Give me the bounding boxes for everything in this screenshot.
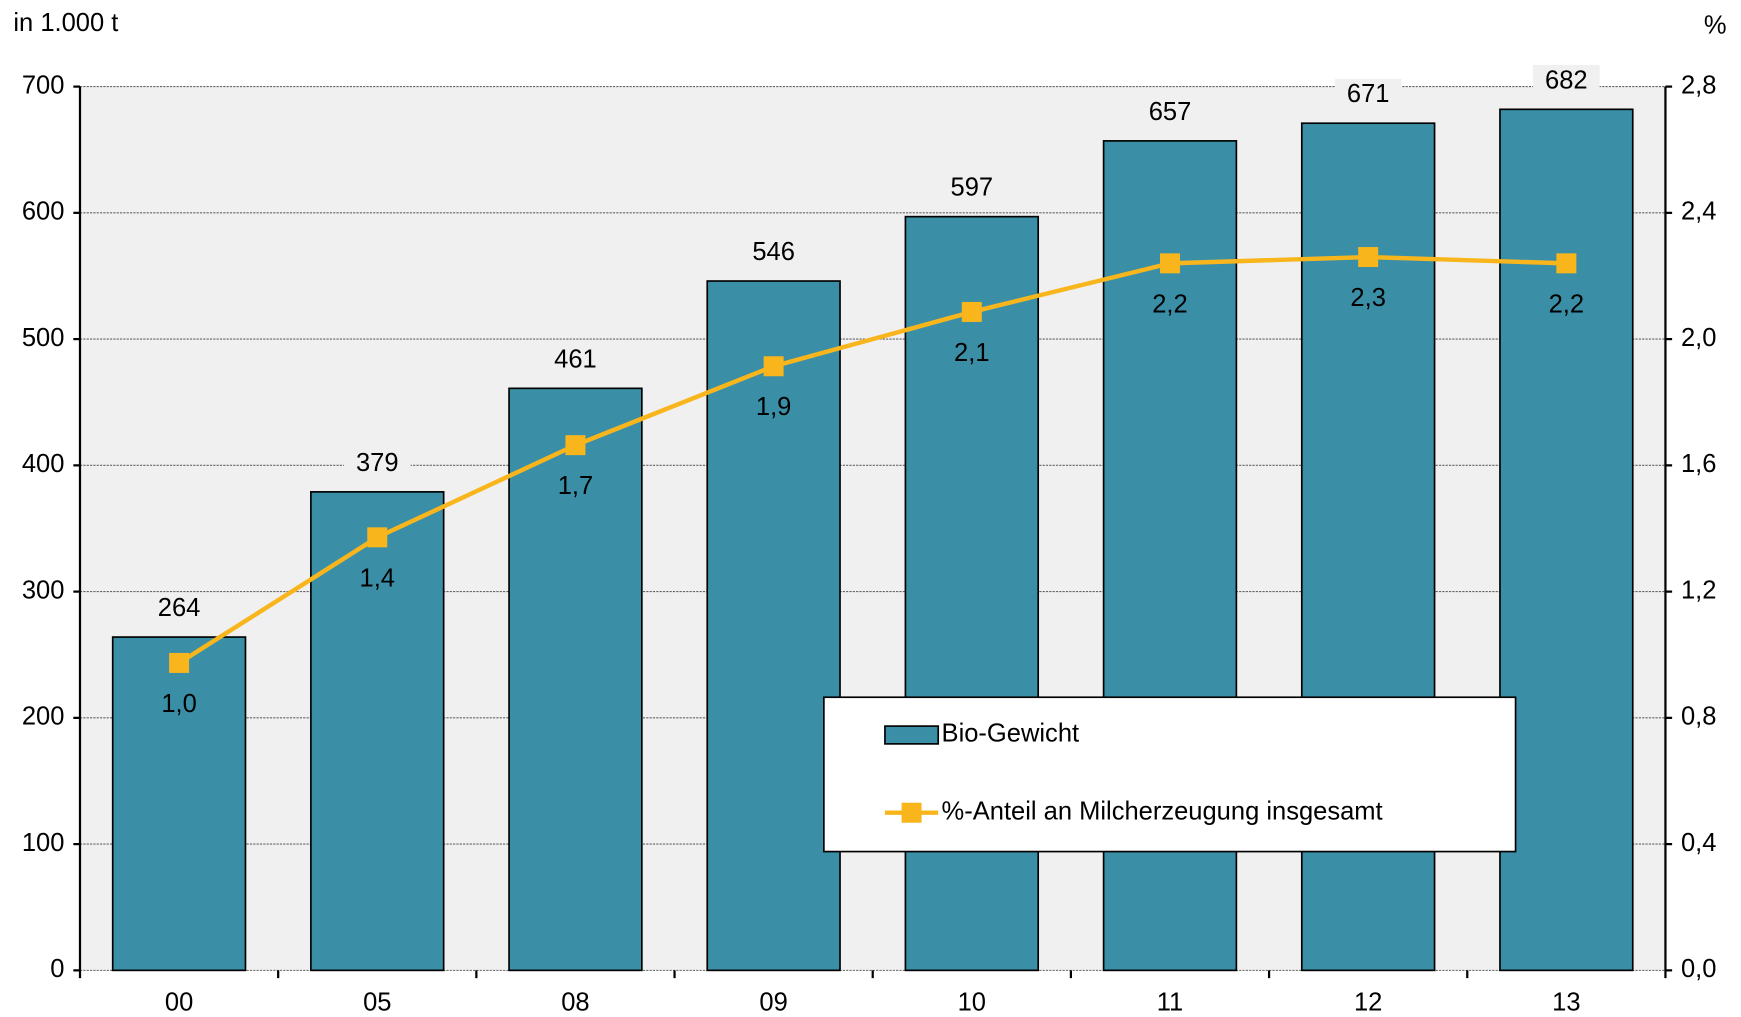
legend <box>823 696 1517 853</box>
y2-tick-label: 2,4 <box>1681 198 1716 226</box>
bar <box>310 491 445 972</box>
y2-axis-label: % <box>1704 11 1727 39</box>
label-bg <box>1533 64 1600 99</box>
legend-label: Bio-Gewicht <box>942 720 1080 748</box>
marker <box>1160 253 1180 274</box>
data-label: 1,9 <box>756 393 791 421</box>
marker <box>1358 247 1379 268</box>
x-tick-label: 09 <box>759 988 787 1016</box>
label-bg <box>1136 96 1204 130</box>
bar <box>111 636 247 972</box>
data-label: 546 <box>752 238 795 266</box>
y-axis-label: in 1.000 t <box>13 9 118 37</box>
data-label: 1,7 <box>558 472 593 500</box>
x-tick-label: 05 <box>363 988 391 1016</box>
y-tick-label: 400 <box>22 450 65 478</box>
marker <box>169 652 190 673</box>
data-label: 2,2 <box>1549 290 1584 318</box>
y-tick-label: 300 <box>22 576 65 604</box>
label-bg <box>740 236 807 270</box>
bar <box>706 280 841 972</box>
bar <box>904 215 1040 972</box>
y2-tick-label: 1,6 <box>1681 450 1716 478</box>
data-label: 2,3 <box>1350 284 1385 312</box>
data-label: 597 <box>951 174 994 202</box>
x-tick-label: 10 <box>958 988 986 1016</box>
x-tick-label: 08 <box>561 988 589 1016</box>
y2-tick-label: 0,8 <box>1681 703 1716 731</box>
marker <box>1556 253 1577 274</box>
legend-swatch <box>884 725 940 745</box>
legend-swatch <box>901 802 922 823</box>
data-label: 1,4 <box>360 564 395 592</box>
data-label: 657 <box>1149 98 1192 126</box>
x-tick-label: 13 <box>1552 988 1580 1016</box>
y2-tick-label: 2,8 <box>1681 71 1716 99</box>
x-tick-label: 12 <box>1354 988 1382 1016</box>
line <box>177 254 1567 665</box>
label-bg <box>1334 78 1402 113</box>
data-label: 671 <box>1347 80 1390 108</box>
marker <box>565 435 586 456</box>
y2-tick-label: 2,0 <box>1681 324 1716 352</box>
bar <box>508 387 643 972</box>
marker <box>961 301 982 322</box>
bar <box>1499 108 1634 972</box>
marker <box>763 356 784 377</box>
data-label: 1,0 <box>161 690 196 718</box>
data-label: 2,1 <box>954 339 989 367</box>
data-label: 682 <box>1545 66 1588 94</box>
data-label: 2,2 <box>1152 290 1187 318</box>
legend-label: %-Anteil an Milcherzeugung insgesamt <box>942 797 1383 825</box>
y2-tick-label: 0,4 <box>1681 829 1716 857</box>
data-label: 264 <box>158 594 201 622</box>
label-bg <box>938 172 1006 206</box>
x-tick-label: 11 <box>1157 988 1184 1016</box>
label-bg <box>542 343 609 378</box>
y-tick-label: 600 <box>22 198 65 226</box>
y-tick-label: 0 <box>50 955 64 983</box>
data-label: 461 <box>554 345 597 373</box>
y-tick-label: 100 <box>22 829 65 857</box>
y-tick-label: 700 <box>22 71 65 99</box>
x-tick-label: 00 <box>165 988 193 1016</box>
label-bg <box>145 592 213 626</box>
label-bg <box>343 447 411 481</box>
y2-tick-label: 0,0 <box>1681 955 1716 983</box>
y-tick-label: 500 <box>22 324 65 352</box>
y2-tick-label: 1,2 <box>1681 576 1716 604</box>
marker <box>367 527 388 548</box>
data-label: 379 <box>356 449 399 477</box>
y-tick-label: 200 <box>22 703 65 731</box>
